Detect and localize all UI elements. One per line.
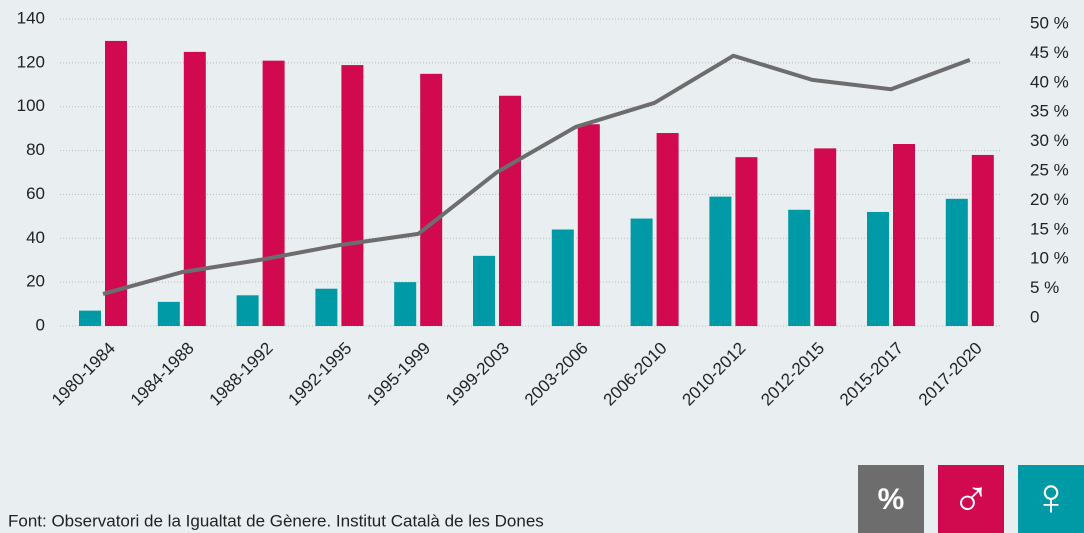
x-tick-label: 2006-2010 <box>600 339 671 410</box>
legend-label: ♂ <box>952 469 991 527</box>
x-tick-label: 2012-2015 <box>757 339 828 410</box>
x-tick-label: 2015-2017 <box>836 339 907 410</box>
bar <box>473 255 495 326</box>
bar <box>735 157 758 326</box>
y2-tick-label: 50 % <box>1030 13 1069 32</box>
x-tick-label: 1999-2003 <box>442 339 513 410</box>
bar <box>630 218 653 326</box>
bar <box>656 133 679 326</box>
y-tick-label: 20 <box>26 272 45 291</box>
y-tick-label: 40 <box>26 228 45 247</box>
bar <box>788 209 811 326</box>
bar <box>394 282 417 326</box>
y2-tick-label: 40 % <box>1030 72 1069 91</box>
y-tick-label: 60 <box>26 184 45 203</box>
y-tick-label: 140 <box>17 8 45 27</box>
legend-swatch <box>938 465 1004 533</box>
bar <box>814 148 837 326</box>
bar <box>499 95 521 326</box>
bar <box>577 124 600 326</box>
bar <box>945 198 968 326</box>
x-tick-label: 1984-1988 <box>127 339 198 410</box>
y-tick-label: 80 <box>26 140 45 159</box>
bar <box>971 154 994 326</box>
y-tick-label: 120 <box>17 52 45 71</box>
y2-tick-label: 0 <box>1030 307 1039 326</box>
y2-tick-label: 30 % <box>1030 131 1069 150</box>
x-tick-label: 2010-2012 <box>678 339 749 410</box>
y2-tick-label: 45 % <box>1030 43 1069 62</box>
x-tick-label: 2003-2006 <box>521 339 592 410</box>
y2-tick-label: 20 % <box>1030 190 1069 209</box>
y2-tick-label: 25 % <box>1030 160 1069 179</box>
y-tick-label: 100 <box>17 96 45 115</box>
x-tick-label: 1992-1995 <box>284 339 355 410</box>
bar <box>420 73 443 326</box>
bar <box>551 229 574 326</box>
y-tick-label: 0 <box>36 315 45 334</box>
x-tick-label: 1980-1984 <box>48 339 119 410</box>
bar <box>867 211 889 326</box>
bar <box>709 196 732 326</box>
bar <box>341 65 364 327</box>
legend-label: ♀ <box>1032 469 1071 527</box>
bar <box>157 301 180 326</box>
bar <box>236 295 259 326</box>
bar <box>893 143 915 326</box>
legend-swatch <box>858 465 924 533</box>
x-tick-label: 1988-1992 <box>206 339 277 410</box>
bar <box>262 60 285 327</box>
bar <box>79 310 101 326</box>
y2-tick-label: 15 % <box>1030 219 1069 238</box>
legend-label: % <box>878 483 905 516</box>
y2-tick-label: 35 % <box>1030 102 1069 121</box>
x-tick-label: 2017-2020 <box>915 339 986 410</box>
source-note: Font: Observatori de la Igualtat de Gène… <box>8 511 544 530</box>
bar <box>105 40 127 327</box>
y2-tick-label: 5 % <box>1030 278 1059 297</box>
bar <box>183 51 206 327</box>
legend-swatch <box>1018 465 1084 533</box>
line-series <box>102 53 971 296</box>
bar <box>315 288 338 326</box>
y2-tick-label: 10 % <box>1030 249 1069 268</box>
x-tick-label: 1995-1999 <box>363 339 434 410</box>
